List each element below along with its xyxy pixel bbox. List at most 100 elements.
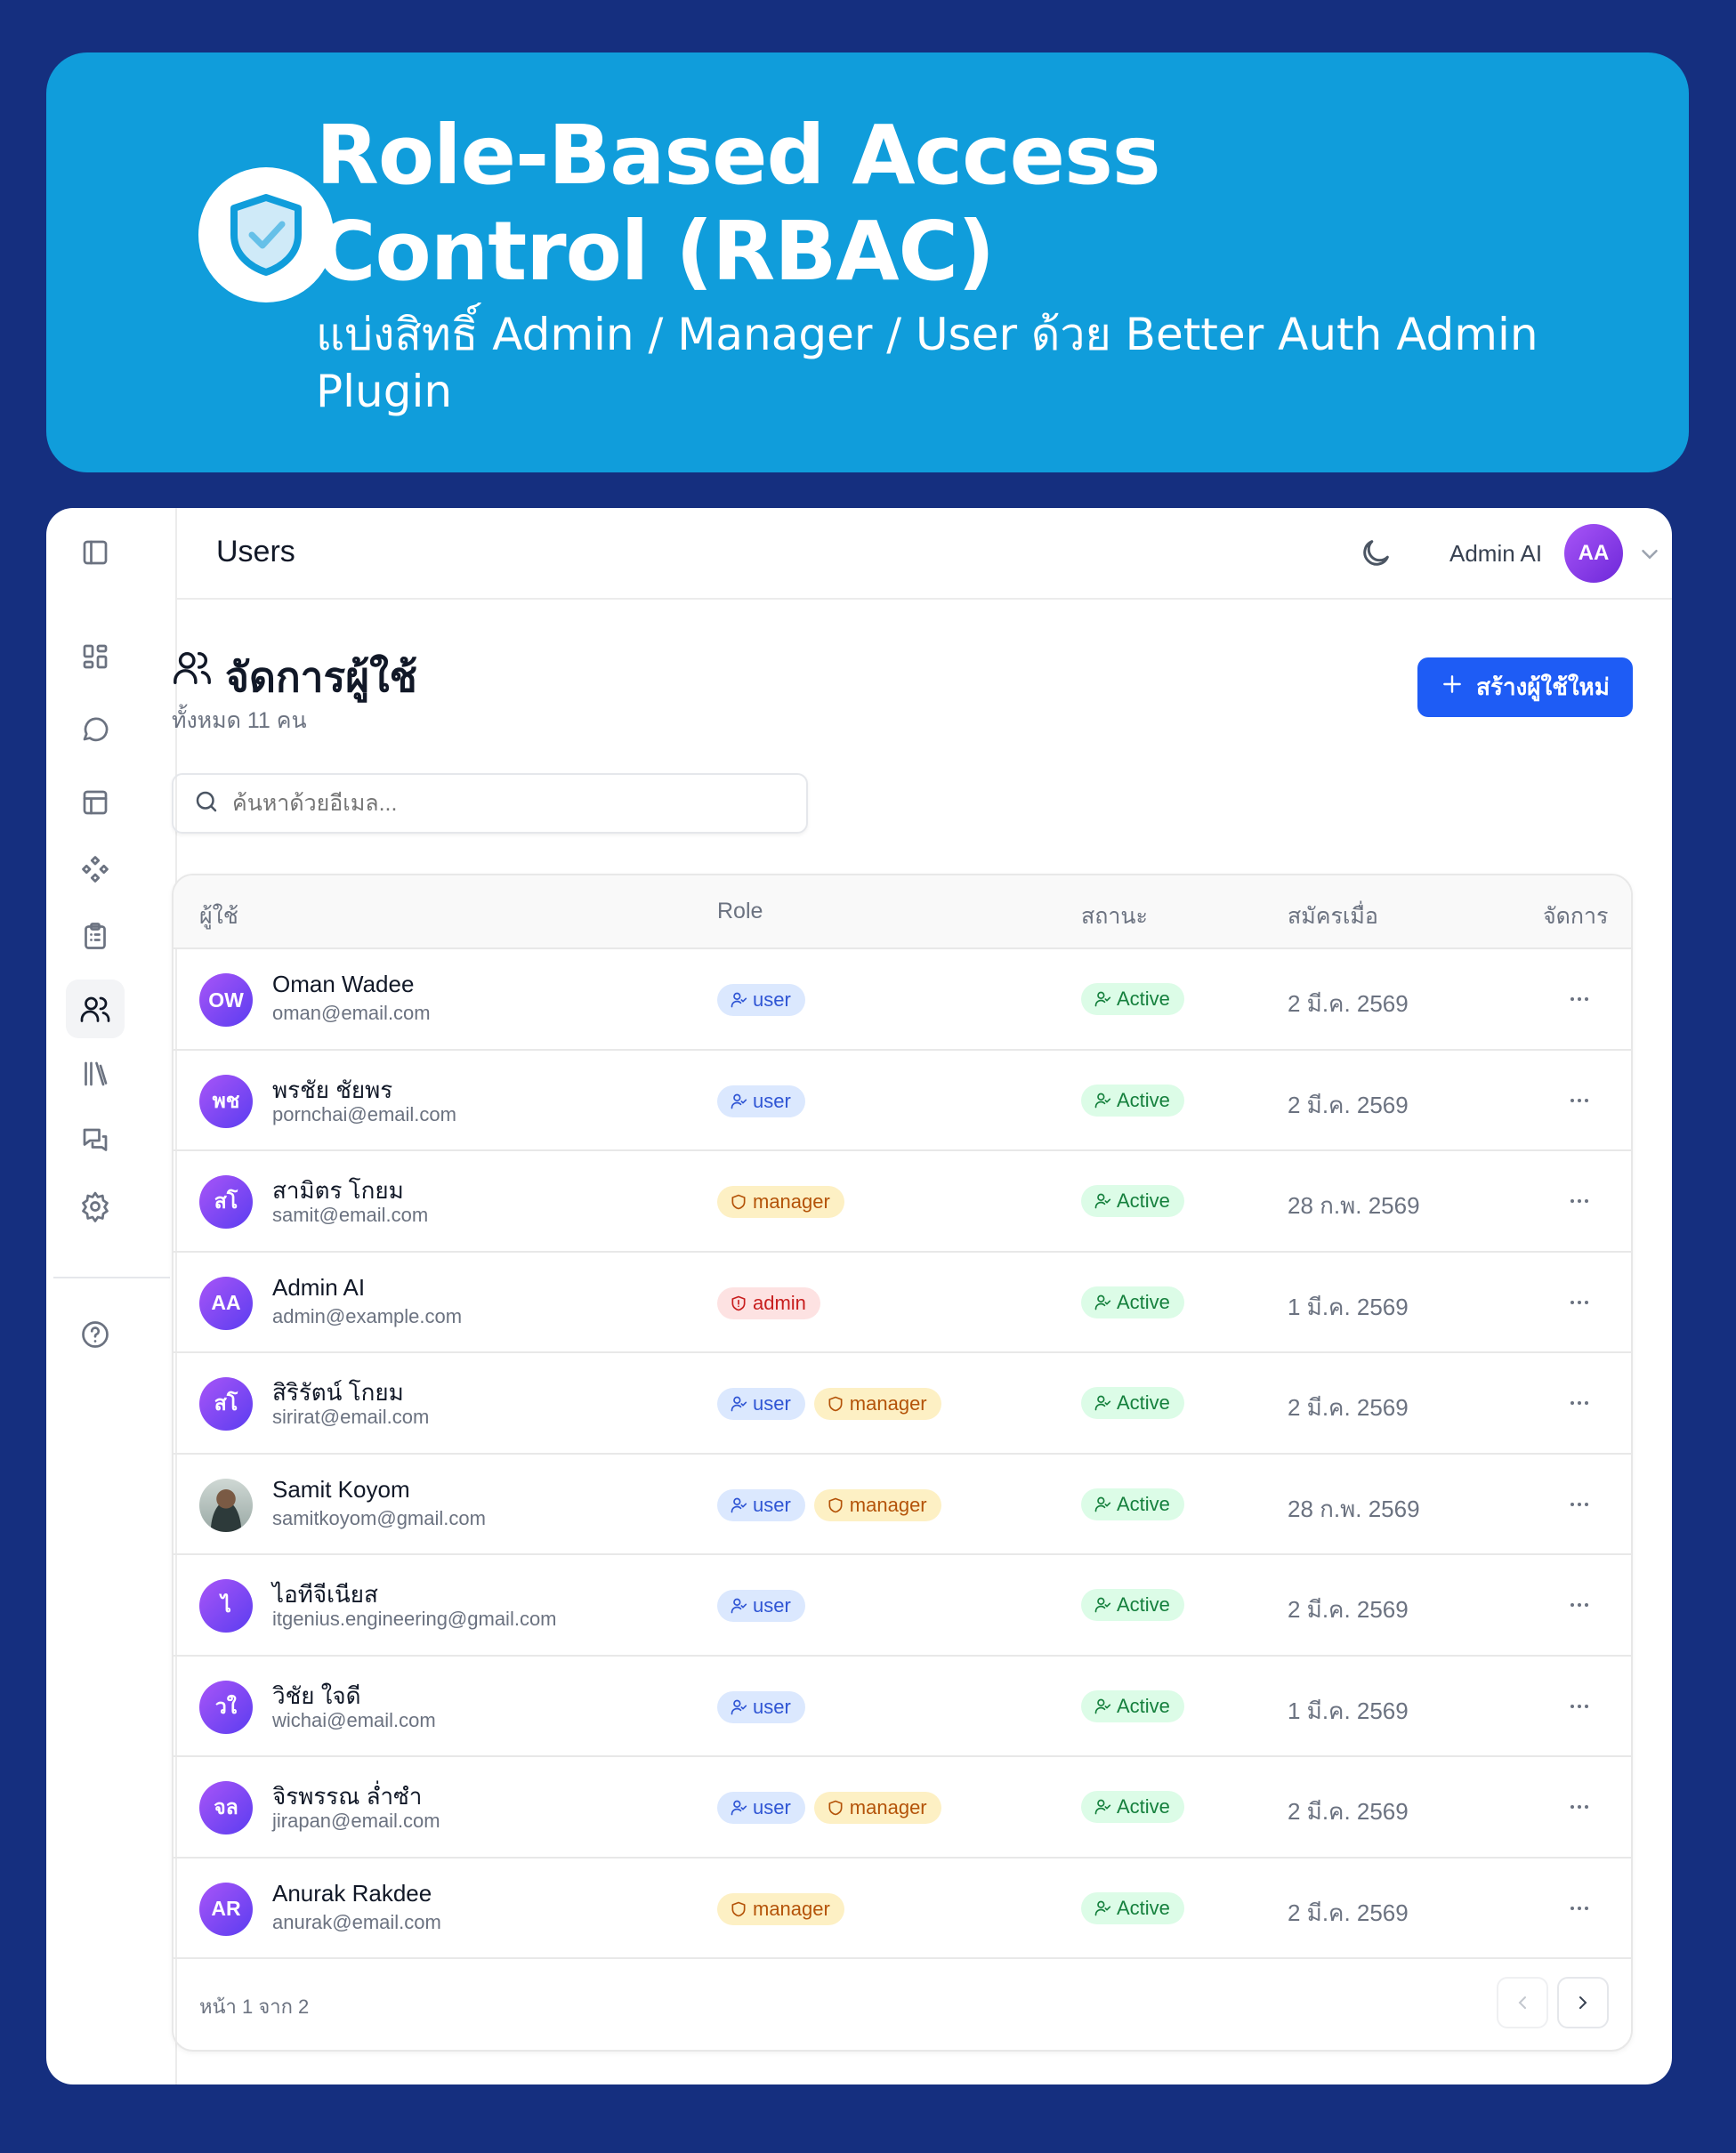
page-header-title: Users [216,535,295,568]
role-badge-manager: manager [813,1488,941,1521]
role-list: user manager [717,1792,941,1824]
joined-date: 2 มี.ค. 2569 [1288,1899,1409,1926]
role-badge-admin: admin [717,1286,820,1319]
components-icon[interactable] [66,840,125,899]
status-cell: Active [1081,1589,1184,1621]
user-email: wichai@email.com [272,1708,436,1731]
user-email: admin@example.com [272,1304,463,1327]
avatar: วใ [199,1680,253,1734]
moon-icon[interactable] [1358,536,1393,576]
header-user: ผู้ใช้ [199,904,238,929]
user-name: สามิตร โกยม [272,1177,404,1204]
create-user-button[interactable]: สร้างผู้ใช้ใหม่ [1417,657,1633,717]
search-icon [193,788,220,819]
table-row: วใ วิชัย ใจดี wichai@email.com user Acti… [174,1657,1631,1757]
user-check-icon [1094,1192,1111,1210]
chat-icon[interactable] [66,699,125,758]
table-row: ไ ไอทีจีเนียส itgenius.engineering@gmail… [174,1555,1631,1657]
role-badge-manager: manager [717,1892,844,1925]
role-badge-user: user [717,984,805,1016]
current-user-name[interactable]: Admin AI [1449,540,1543,567]
prev-page-button[interactable] [1497,1977,1548,2028]
shield-check-icon [198,167,334,302]
avatar[interactable]: AA [1564,524,1623,583]
role-list: user [717,1590,805,1622]
user-check-icon [1094,1092,1111,1109]
more-actions-icon[interactable] [1562,981,1597,1017]
user-check-icon [1094,1697,1111,1715]
user-name: ไอทีจีเนียส [272,1581,378,1608]
table-row: จล จิรพรรณ ล่ำซำ jirapan@email.com user m… [174,1757,1631,1859]
more-actions-icon[interactable] [1562,1487,1597,1522]
shield-icon [827,1799,844,1817]
user-check-icon [730,1395,747,1413]
hero-subtitle: แบ่งสิทธิ์ Admin / Manager / User ด้วย B… [316,309,1538,417]
next-page-button[interactable] [1557,1977,1609,2028]
clipboard-icon[interactable] [66,907,125,965]
status-badge: Active [1081,1589,1184,1621]
status-cell: Active [1081,1689,1184,1722]
user-check-icon [1094,990,1111,1008]
user-check-icon [1094,1394,1111,1412]
table-body: OW Oman Wadee oman@email.com user Active… [174,949,1631,1959]
more-actions-icon[interactable] [1562,1285,1597,1320]
status-cell: Active [1081,1286,1184,1318]
user-check-icon [730,1698,747,1716]
user-name: Anurak Rakdee [272,1879,432,1907]
user-email: jirapan@email.com [272,1810,440,1832]
user-name: พรชัย ชัยพร [272,1076,393,1103]
table-row: OW Oman Wadee oman@email.com user Active… [174,949,1631,1051]
header-joined: สมัครเมื่อ [1288,904,1378,929]
avatar: AR [199,1882,253,1936]
plus-icon [1441,673,1464,702]
header-status: สถานะ [1081,904,1148,929]
status-cell: Active [1081,1891,1184,1924]
user-name: จิรพรรณ ล่ำซำ [272,1783,423,1810]
more-actions-icon[interactable] [1562,1385,1597,1421]
role-list: user [717,984,805,1016]
user-count: ทั้งหมด 11 คน [172,708,307,733]
chevron-down-icon[interactable] [1636,541,1663,572]
user-email: pornchai@email.com [272,1102,456,1125]
sidebar-toggle-icon[interactable] [66,523,125,582]
status-cell: Active [1081,1791,1184,1823]
user-check-icon [1094,1294,1111,1311]
more-actions-icon[interactable] [1562,1083,1597,1118]
role-list: manager [717,1186,844,1218]
more-actions-icon[interactable] [1562,1183,1597,1219]
more-actions-icon[interactable] [1562,1587,1597,1623]
layout-icon[interactable] [66,773,125,832]
search-box[interactable] [172,773,808,834]
status-badge: Active [1081,1286,1184,1318]
more-actions-icon[interactable] [1562,1789,1597,1825]
role-badge-user: user [717,1488,805,1521]
sidebar [46,508,177,2084]
messages-icon[interactable] [66,1111,125,1170]
sidebar-divider [53,1277,170,1278]
app-window: Users Admin AI AA จัดการ ผู้ใช้ ทั้งหมด 1… [46,508,1672,2084]
joined-date: 2 มี.ค. 2569 [1288,1798,1409,1825]
role-list: user [717,1085,805,1117]
role-badge-manager: manager [813,1792,941,1824]
joined-date: 2 มี.ค. 2569 [1288,1394,1409,1421]
joined-date: 1 มี.ค. 2569 [1288,1697,1409,1724]
status-cell: Active [1081,1084,1184,1117]
users-icon[interactable] [66,980,125,1038]
settings-icon[interactable] [66,1177,125,1236]
user-email: anurak@email.com [272,1910,441,1933]
search-input[interactable] [232,790,766,817]
dashboard-icon[interactable] [66,627,125,686]
role-badge-user: user [717,1792,805,1824]
user-name: วิชัย ใจดี [272,1681,361,1709]
table-row: สโ สิริรัตน์ โกยม sirirat@email.com user… [174,1353,1631,1455]
role-list: manager [717,1892,844,1925]
help-icon[interactable] [66,1305,125,1364]
more-actions-icon[interactable] [1562,1689,1597,1724]
user-check-icon [730,1597,747,1615]
user-email: sirirat@email.com [272,1406,430,1428]
library-icon[interactable] [66,1044,125,1103]
users-icon [172,647,213,692]
header-actions: จัดการ [1543,904,1609,929]
avatar: สโ [199,1377,253,1431]
more-actions-icon[interactable] [1562,1891,1597,1926]
